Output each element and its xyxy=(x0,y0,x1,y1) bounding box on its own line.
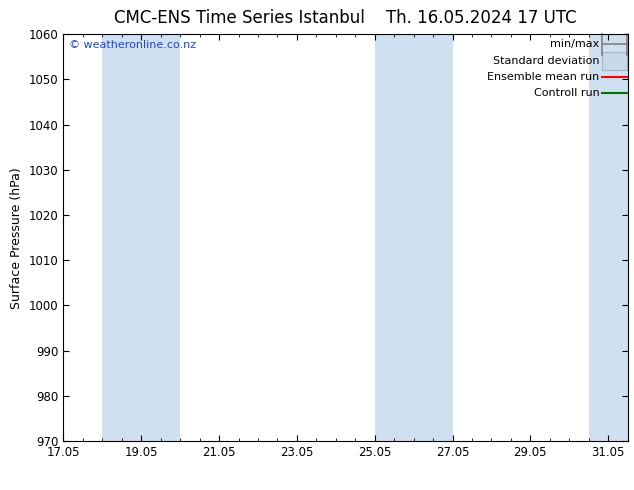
Bar xyxy=(102,34,141,441)
Y-axis label: Surface Pressure (hPa): Surface Pressure (hPa) xyxy=(10,167,23,309)
Bar xyxy=(413,34,453,441)
Bar xyxy=(141,34,180,441)
Text: Ensemble mean run: Ensemble mean run xyxy=(487,72,599,82)
Title: CMC-ENS Time Series Istanbul    Th. 16.05.2024 17 UTC: CMC-ENS Time Series Istanbul Th. 16.05.2… xyxy=(114,9,577,27)
Bar xyxy=(602,51,626,70)
Text: min/max: min/max xyxy=(550,40,599,49)
Bar xyxy=(589,34,628,441)
Text: Standard deviation: Standard deviation xyxy=(493,56,599,66)
Bar xyxy=(375,34,413,441)
Text: Controll run: Controll run xyxy=(534,88,599,98)
Text: © weatheronline.co.nz: © weatheronline.co.nz xyxy=(69,40,196,50)
